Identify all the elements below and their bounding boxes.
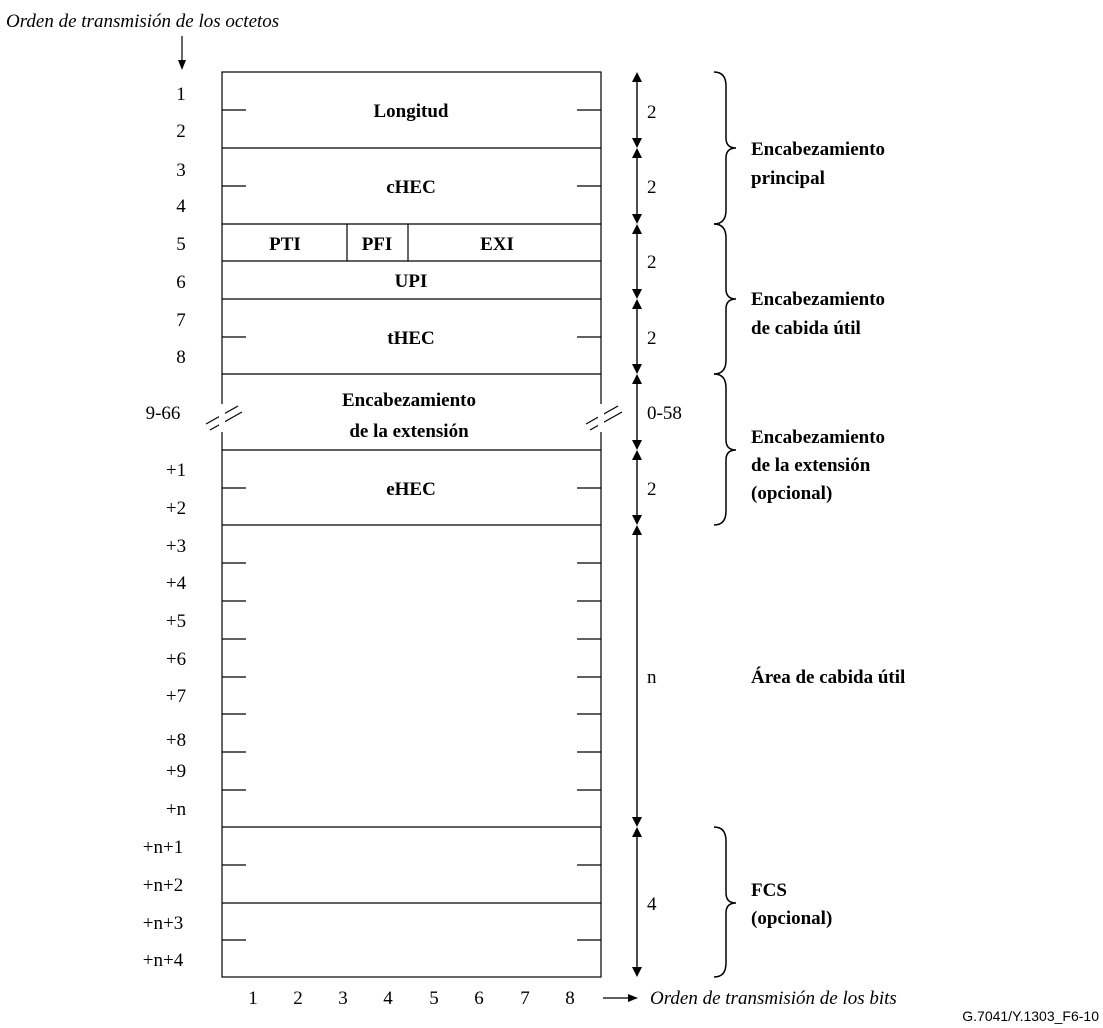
brace-core-header xyxy=(713,71,737,225)
row-label: +n+4 xyxy=(143,950,184,971)
bit-order-label: Orden de transmisión de los bits xyxy=(650,988,897,1009)
size-label: 0-58 xyxy=(647,403,682,424)
row-label: +4 xyxy=(166,573,187,594)
brace-extension-header xyxy=(713,373,737,526)
row-label: +n+3 xyxy=(143,913,183,934)
bit-number: 6 xyxy=(474,988,484,1009)
byte-ticks xyxy=(222,109,601,941)
group-braces xyxy=(713,71,737,978)
break-gap-left xyxy=(219,404,225,432)
bit-numbers: 1 2 3 4 5 6 7 8 xyxy=(248,988,575,1009)
row-label: +1 xyxy=(166,460,186,481)
size-label: 2 xyxy=(647,252,657,273)
group-labels: Encabezamiento principal Encabezamiento … xyxy=(751,139,905,929)
field-labels: Longitud cHEC PTI PFI EXI UPI tHEC Encab… xyxy=(269,101,514,500)
bit-number: 3 xyxy=(338,988,348,1009)
field-ext-header-line2: de la extensión xyxy=(349,421,469,442)
brace-payload-header xyxy=(713,223,737,375)
row-label: +n+1 xyxy=(143,837,183,858)
row-label: +2 xyxy=(166,498,186,519)
group-payload-header-line2: de cabida útil xyxy=(751,318,861,339)
row-label: 1 xyxy=(176,84,186,105)
group-extension-line1: Encabezamiento xyxy=(751,427,885,448)
bit-number: 8 xyxy=(565,988,575,1009)
field-boundaries xyxy=(222,147,601,904)
bit-number: 5 xyxy=(429,988,439,1009)
field-chec-label: cHEC xyxy=(386,177,436,198)
row-label: +9 xyxy=(166,761,186,782)
row-label: 6 xyxy=(176,272,186,293)
row-label: 3 xyxy=(176,160,186,181)
row-label: +3 xyxy=(166,536,186,557)
break-gap-right xyxy=(598,404,604,432)
field-exi-label: EXI xyxy=(480,234,514,255)
group-payload-area: Área de cabida útil xyxy=(751,666,905,688)
group-payload-header-line1: Encabezamiento xyxy=(751,289,885,310)
field-length-label: Longitud xyxy=(374,101,449,122)
row-label: +8 xyxy=(166,730,186,751)
group-extension-line2: de la extensión xyxy=(751,455,871,476)
row-label: +n+2 xyxy=(143,875,183,896)
group-fcs-line2: (opcional) xyxy=(751,908,832,929)
group-fcs-line1: FCS xyxy=(751,880,787,901)
byte-order-arrowhead xyxy=(178,60,186,70)
field-thec-label: tHEC xyxy=(387,328,435,349)
bit-number: 2 xyxy=(293,988,303,1009)
size-label: 2 xyxy=(647,328,657,349)
size-arrowheads xyxy=(632,72,642,977)
field-ehec-label: eHEC xyxy=(386,479,436,500)
bit-order-arrowhead xyxy=(628,994,638,1002)
size-label: 2 xyxy=(647,479,657,500)
size-label: n xyxy=(647,667,657,688)
field-upi-label: UPI xyxy=(395,271,428,292)
row-label: 8 xyxy=(176,347,186,368)
row-label: +n xyxy=(166,799,187,820)
figure-id: G.7041/Y.1303_F6-10 xyxy=(962,1008,1099,1024)
field-pfi-label: PFI xyxy=(362,234,393,255)
brace-fcs xyxy=(713,826,737,978)
row-label: 5 xyxy=(176,234,186,255)
size-labels: 2 2 2 2 0-58 2 n 4 xyxy=(647,102,682,915)
group-extension-line3: (opcional) xyxy=(751,483,832,504)
row-label: +6 xyxy=(166,649,186,670)
row-label: 9-66 xyxy=(146,403,181,424)
row-label: +5 xyxy=(166,611,186,632)
bit-number: 4 xyxy=(383,988,393,1009)
bit-number: 1 xyxy=(248,988,258,1009)
row-labels: 1 2 3 4 5 6 7 8 9-66 +1 +2 +3 +4 +5 +6 +… xyxy=(143,84,187,971)
field-pti-label: PTI xyxy=(269,234,301,255)
group-core-line2: principal xyxy=(751,168,825,189)
field-ext-header-line1: Encabezamiento xyxy=(342,390,476,411)
row-label: 4 xyxy=(176,196,186,217)
row-label: +7 xyxy=(166,686,186,707)
byte-order-label: Orden de transmisión de los octetos xyxy=(6,11,279,32)
row-label: 2 xyxy=(176,121,186,142)
bit-number: 7 xyxy=(520,988,530,1009)
group-core-line1: Encabezamiento xyxy=(751,139,885,160)
size-label: 2 xyxy=(647,177,657,198)
size-label: 2 xyxy=(647,102,657,123)
size-label: 4 xyxy=(647,894,657,915)
row-label: 7 xyxy=(176,310,186,331)
